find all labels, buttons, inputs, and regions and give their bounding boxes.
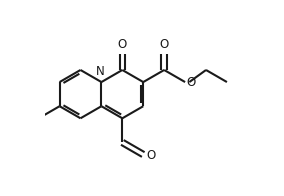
Text: O: O — [186, 76, 195, 89]
Text: N: N — [96, 65, 105, 78]
Text: O: O — [118, 38, 127, 51]
Text: O: O — [146, 149, 155, 162]
Text: O: O — [160, 38, 169, 51]
